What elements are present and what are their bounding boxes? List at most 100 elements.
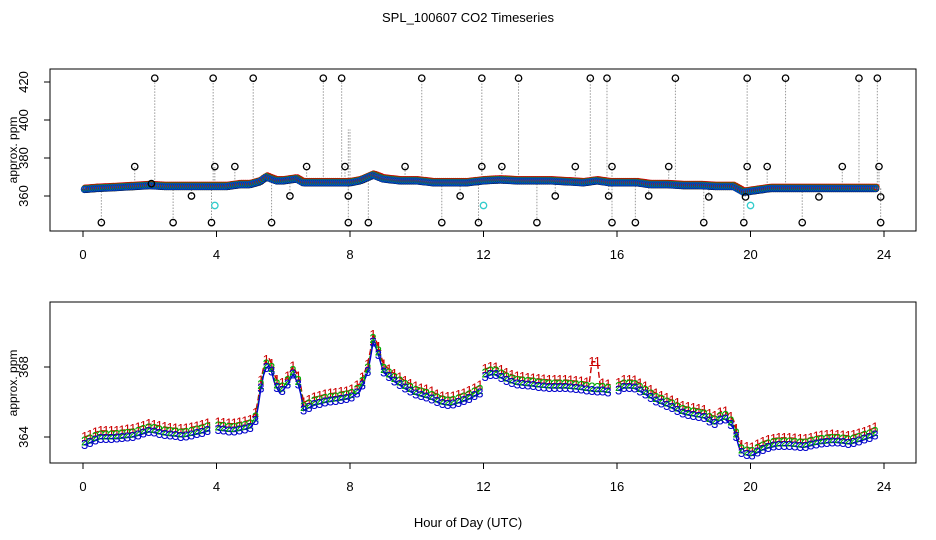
- bottom-series-1-marker: 1: [604, 376, 611, 391]
- bottom-series-1-marker: 1: [145, 416, 152, 431]
- bottom-series-2-marker: 2: [519, 374, 526, 389]
- bottom-series-1-marker: 1: [524, 370, 531, 385]
- bottom-series-1-marker: 1: [124, 422, 131, 437]
- bottom-series-2-marker: 2: [97, 427, 104, 442]
- bottom-series-2-line: [484, 369, 611, 390]
- bottom-y-tick-label: 368: [16, 356, 31, 378]
- bottom-series-1-marker: 1: [711, 408, 718, 423]
- bottom-series-3-marker: 3: [615, 383, 622, 398]
- bottom-series-2-marker: 2: [855, 430, 862, 445]
- bottom-series-1-marker: 1: [658, 388, 665, 403]
- bottom-series-1-marker: 1: [220, 415, 227, 430]
- bottom-series-1-marker: 1: [498, 362, 505, 377]
- bottom-series-2-marker: 2: [156, 422, 163, 437]
- bottom-series-3-marker: 3: [183, 428, 190, 443]
- bottom-series-1-marker: 1: [476, 378, 483, 393]
- bottom-series-2-marker: 2: [188, 424, 195, 439]
- bottom-series-2-marker: 2: [791, 435, 798, 450]
- bottom-series-2-marker: 2: [738, 442, 745, 457]
- bottom-series-1-marker: 1: [113, 423, 120, 438]
- bottom-series-1-marker: 1: [818, 428, 825, 443]
- bottom-series-2-marker: 2: [807, 434, 814, 449]
- bottom-series-1-marker: 1: [727, 409, 734, 424]
- bottom-series-1-marker: 1: [631, 373, 638, 388]
- bottom-series-2-marker: 2: [631, 377, 638, 392]
- bottom-x-tick-label: 20: [743, 479, 757, 494]
- bottom-series-1-marker: 1: [380, 357, 387, 372]
- bottom-series-2-marker: 2: [658, 392, 665, 407]
- bottom-series-3-marker: 3: [375, 347, 382, 362]
- bottom-x-tick-label: 4: [213, 479, 220, 494]
- top-high-spike-marker: [417, 74, 426, 83]
- bottom-series-1-marker: 1: [781, 430, 788, 445]
- top-mid-spike-marker: [604, 192, 613, 200]
- bottom-series-1-marker: 1: [108, 423, 115, 438]
- bottom-series-2-marker: 2: [353, 382, 360, 397]
- top-low-spike-marker: [169, 218, 177, 227]
- bottom-series-1-marker: 1: [353, 378, 360, 393]
- bottom-y-axis-label: approx. ppm: [6, 350, 20, 417]
- bottom-series-1-marker: 1: [118, 422, 125, 437]
- bottom-series-1-marker: 1: [215, 414, 222, 429]
- top-high-spike-marker: [477, 74, 486, 83]
- bottom-series-3-marker: 3: [92, 433, 99, 448]
- bottom-series-3-marker: 3: [81, 437, 88, 452]
- bottom-series-3-marker: 3: [311, 397, 318, 412]
- bottom-series-3-marker: 3: [343, 391, 350, 406]
- bottom-series-1-marker: 1: [455, 387, 462, 402]
- bottom-series-1-marker: 1: [375, 339, 382, 354]
- bottom-series-1-marker: 1: [369, 327, 376, 342]
- bottom-series-2-marker: 2: [759, 438, 766, 453]
- bottom-series-3-marker: 3: [791, 438, 798, 453]
- bottom-series-1-marker: 1: [417, 380, 424, 395]
- bottom-series-2-marker: 2: [348, 386, 355, 401]
- top-high-spike-marker: [150, 74, 159, 83]
- bottom-series-3-marker: 3: [850, 435, 857, 450]
- x-axis-label: Hour of Day (UTC): [414, 515, 522, 530]
- top-high-spike-marker: [319, 74, 328, 83]
- bottom-series-2-marker: 2: [765, 437, 772, 452]
- bottom-series-1-marker: 1: [855, 426, 862, 441]
- bottom-series-2-marker: 2: [401, 377, 408, 392]
- bottom-series-2-marker: 2: [134, 424, 141, 439]
- top-low-spike-marker: [533, 218, 541, 227]
- bottom-series-3-marker: 3: [337, 392, 344, 407]
- bottom-series-2-marker: 2: [385, 366, 392, 381]
- bottom-series-2-marker: 2: [711, 413, 718, 428]
- bottom-series-3-marker: 3: [839, 435, 846, 450]
- bottom-series-1-marker: 1: [348, 381, 355, 396]
- chart-title: SPL_100607 CO2 Timeseries: [382, 10, 554, 25]
- top-mid-spike-marker: [875, 162, 883, 171]
- bottom-series-3-line: [84, 429, 211, 446]
- bottom-series-3-marker: 3: [471, 388, 478, 403]
- top-low-spike-marker: [876, 218, 885, 227]
- bottom-series-3-marker: 3: [572, 381, 579, 396]
- bottom-series-2-marker: 2: [818, 432, 825, 447]
- bottom-series-2-marker: 2: [722, 408, 729, 423]
- bottom-series-1-marker: 1: [482, 361, 489, 376]
- bottom-series-3-marker: 3: [690, 408, 697, 423]
- bottom-series-2-marker: 2: [332, 389, 339, 404]
- top-y-tick-label: 380: [16, 147, 31, 169]
- bottom-series-1-marker: 1: [508, 367, 515, 382]
- bottom-series-1-marker: 1: [172, 420, 179, 435]
- bottom-series-1-marker: 1: [81, 429, 88, 444]
- bottom-series-2-marker: 2: [273, 377, 280, 392]
- bottom-series-3-marker: 3: [359, 378, 366, 393]
- bottom-series-1-marker: 1: [850, 427, 857, 442]
- top-high-spike-marker: [514, 74, 523, 83]
- bottom-series-3-marker: 3: [199, 425, 206, 440]
- bottom-series-3-marker: 3: [188, 427, 195, 442]
- bottom-series-2-marker: 2: [690, 404, 697, 419]
- bottom-series-2-marker: 2: [183, 425, 190, 440]
- bottom-series-3-marker: 3: [765, 440, 772, 455]
- bottom-series-2-marker: 2: [551, 377, 558, 392]
- bottom-series-3-marker: 3: [514, 377, 521, 392]
- bottom-series-3-marker: 3: [385, 369, 392, 384]
- bottom-series-3-marker: 3: [268, 364, 275, 379]
- bottom-series-3-marker: 3: [807, 438, 814, 453]
- bottom-series-1-marker: 1: [749, 440, 756, 455]
- bottom-series-3-marker: 3: [417, 388, 424, 403]
- bottom-series-1-marker: 1: [866, 422, 873, 437]
